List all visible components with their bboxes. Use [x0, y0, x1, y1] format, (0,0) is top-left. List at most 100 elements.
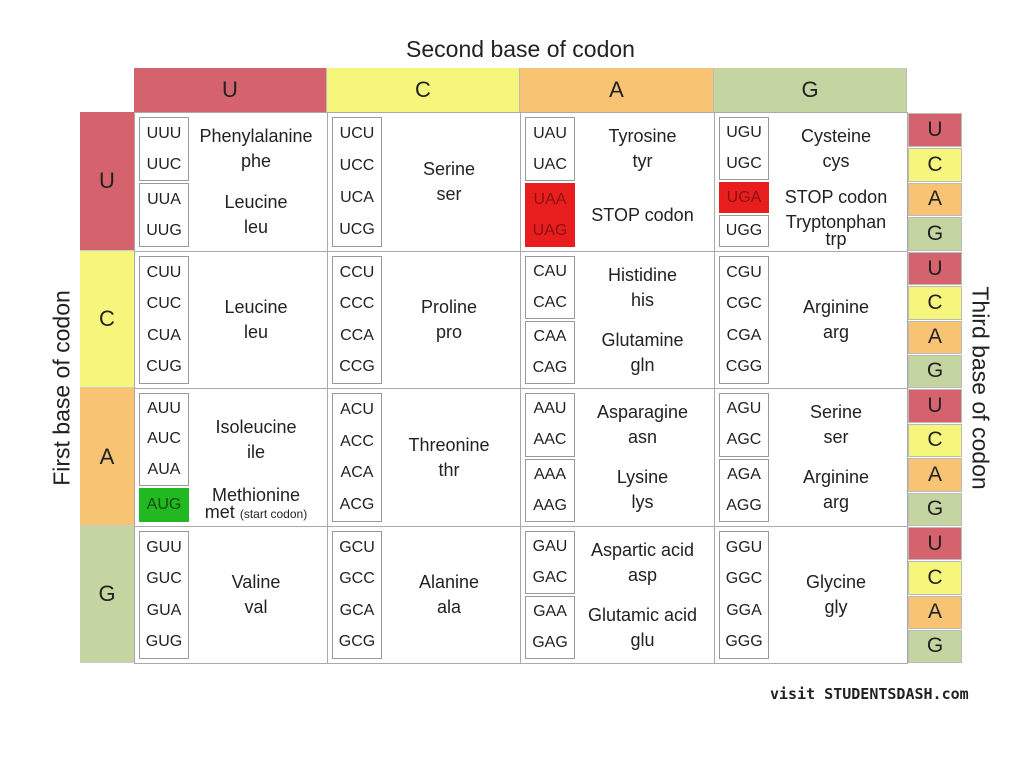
- amino-acid-label: Glutamic acid glu: [575, 595, 710, 660]
- amino-acid-label: Methionine met (start codon): [189, 486, 323, 523]
- codon: UGU: [726, 124, 762, 142]
- codon: AGA: [727, 465, 761, 483]
- codon-box: GUU GUC GUA GUG: [139, 531, 189, 659]
- codon: CGC: [726, 295, 762, 313]
- codon-cell: CGU CGC CGA CGG Arginine arg: [714, 251, 908, 389]
- amino-acid-name: Histidine: [607, 264, 678, 285]
- codon: CGA: [726, 326, 762, 344]
- codon-cell: CUU CUC CUA CUG Leucine leu: [134, 251, 328, 389]
- codon: GUU: [146, 538, 182, 556]
- codon: UCU: [339, 125, 375, 142]
- codon-box: CCU CCC CCA CCG: [332, 256, 382, 384]
- amino-acid-name: Tryptonphan: [785, 212, 887, 232]
- footer-credit: visit STUDENTSDASH.com: [770, 685, 969, 703]
- amino-acid-group: AAU AAC Asparagine asn: [525, 392, 710, 458]
- amino-acid-abbr: glu: [630, 629, 655, 650]
- start-codon-note: (start codon): [239, 507, 308, 521]
- codon: UAC: [533, 155, 567, 173]
- amino-acid-label: Histidine his: [575, 255, 710, 320]
- amino-acid-label: Alanine ala: [382, 530, 516, 660]
- codon: CAG: [532, 358, 568, 376]
- codon-box: GGU GGC GGA GGG: [719, 531, 769, 659]
- third-base-G: G: [908, 629, 962, 663]
- amino-acid-abbr: cys: [822, 150, 850, 171]
- amino-acid-group: GCU GCC GCA GCG Alanine ala: [332, 530, 516, 660]
- codon: AGG: [726, 496, 762, 514]
- codon: AUC: [147, 430, 181, 448]
- codon-box: AUU AUC AUA: [139, 393, 189, 486]
- amino-acid-name: Tyrosine: [608, 126, 677, 146]
- codon: UAU: [533, 124, 567, 142]
- amino-acid-group: CGU CGC CGA CGG Arginine arg: [719, 255, 903, 385]
- amino-acid-group: GUU GUC GUA GUG Valine val: [139, 530, 323, 660]
- amino-acid-label: Lysine lys: [575, 458, 710, 524]
- amino-acid-abbr: tyr: [632, 151, 653, 171]
- codon: UUC: [146, 155, 182, 173]
- codon-cell: GAU GAC Aspartic acid asp GAA GAG Glutamic aci…: [520, 526, 715, 664]
- third-base-C: C: [908, 286, 962, 320]
- stop-codon-box: UGA: [719, 182, 769, 213]
- amino-acid-label: Valine val: [189, 530, 323, 660]
- codon-box: AGU AGC: [719, 393, 769, 457]
- codon-box: UGU UGC: [719, 117, 769, 181]
- amino-acid-abbr: gly: [824, 597, 848, 617]
- amino-acid-group: AUG Methionine met (start codon): [139, 486, 323, 523]
- amino-acid-name: Glutamine: [601, 329, 684, 350]
- amino-acid-group: CCU CCC CCA CCG Proline pro: [332, 255, 516, 385]
- amino-acid-abbr: leu: [243, 217, 269, 237]
- codon: UAG: [532, 221, 568, 239]
- amino-acid-abbr: ser: [436, 184, 462, 204]
- amino-acid-label: Glutamine gln: [575, 320, 710, 385]
- amino-acid-group: UGU UGC Cysteine cys: [719, 116, 903, 181]
- first-base-A: A: [80, 388, 134, 526]
- codon: ACA: [340, 464, 374, 482]
- amino-acid-label: Asparagine asn: [575, 392, 710, 458]
- codon: GGU: [725, 538, 763, 556]
- second-base-header-U: U: [134, 68, 327, 112]
- codon: GCC: [339, 570, 375, 588]
- amino-acid-group: CAA CAG Glutamine gln: [525, 320, 710, 385]
- abbr-line: met (start codon): [205, 503, 308, 523]
- amino-acid-group: UCU UCC UCA UCG Serine ser: [332, 116, 516, 248]
- codon-box: AAA AAG: [525, 458, 575, 522]
- amino-acid-name: Threonine: [408, 434, 490, 455]
- amino-acid-label: Serine ser: [382, 116, 516, 248]
- codon: UUA: [147, 190, 181, 208]
- codon-box: CGU CGC CGA CGG: [719, 256, 769, 384]
- codon-box: GAA GAG: [525, 596, 575, 659]
- codon: ACG: [339, 496, 375, 514]
- codon: CCU: [339, 263, 375, 281]
- codon: GAA: [533, 603, 567, 621]
- codon: CUA: [147, 326, 181, 344]
- first-base-G: G: [80, 526, 134, 663]
- amino-acid-group: AGU AGC Serine ser: [719, 392, 903, 458]
- codon: GGC: [725, 570, 763, 588]
- third-base-C: C: [908, 147, 962, 182]
- amino-acid-label: STOP codon: [769, 181, 903, 214]
- amino-acid-group: UGG Tryptonphan trp: [719, 212, 903, 248]
- second-base-title: Second base of codon: [406, 36, 635, 62]
- codon-box: UCU UCC UCA UCG: [332, 117, 382, 247]
- codon: UCA: [340, 189, 374, 206]
- codon: CCA: [340, 326, 374, 344]
- amino-acid-group: CAU CAC Histidine his: [525, 255, 710, 320]
- codon: AAG: [533, 496, 567, 514]
- codon: ACC: [340, 432, 374, 450]
- codon: GCA: [339, 601, 375, 619]
- amino-acid-group: GAU GAC Aspartic acid asp: [525, 530, 710, 595]
- codon-cell: UGU UGC Cysteine cys UGA STOP codon UGG Trypton…: [714, 112, 908, 252]
- start-codon-box: AUG: [139, 488, 189, 522]
- codon-cell: UCU UCC UCA UCG Serine ser: [327, 112, 521, 252]
- codon: CGG: [725, 358, 763, 376]
- first-base-title: First base of codon: [48, 290, 75, 486]
- amino-acid-group: UUA UUG Leucine leu: [139, 182, 323, 248]
- amino-acid-label: STOP codon: [575, 182, 710, 248]
- amino-acid-group: UAU UAC Tyrosine tyr: [525, 116, 710, 182]
- third-base-A: A: [908, 595, 962, 629]
- amino-acid-name: Serine: [809, 401, 863, 422]
- third-base-C: C: [908, 423, 962, 457]
- codon: GAG: [532, 633, 568, 651]
- codon-box: CUU CUC CUA CUG: [139, 256, 189, 384]
- codon: CAU: [533, 263, 567, 281]
- codon: UGC: [726, 154, 762, 172]
